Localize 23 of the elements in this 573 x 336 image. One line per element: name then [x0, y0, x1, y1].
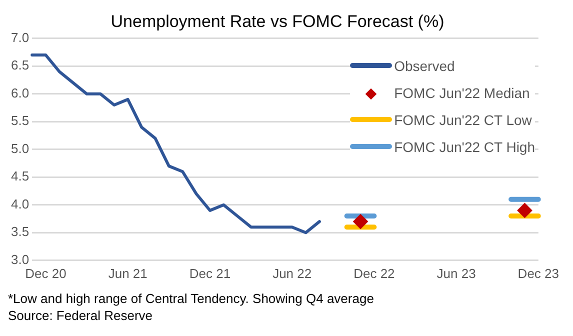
x-tick-label: Jun 23 — [436, 266, 476, 281]
y-tick-label: 7.0 — [10, 30, 30, 45]
y-tick-label: 3.5 — [10, 224, 30, 240]
text: *Low and high range of Central Tendency. Showing Q4 average — [8, 290, 375, 307]
legend-label: FOMC Jun'22 CT High — [394, 138, 535, 154]
x-tick-label: Jun 22 — [272, 266, 312, 281]
legend-label: FOMC Jun'22 CT Low — [394, 112, 532, 128]
y-tick-label: 4.0 — [10, 196, 30, 212]
y-tick-label: 6.5 — [10, 58, 30, 73]
x-tick-label: Dec 20 — [25, 266, 66, 281]
source-note: Source: Federal Reserve — [8, 307, 154, 324]
chart-title: Unemployment Rate vs FOMC Forecast (%) — [110, 12, 444, 31]
y-tick-label: 5.5 — [10, 113, 30, 128]
legend-label: FOMC Jun'22 Median — [394, 84, 530, 100]
x-tick-label: Jun 21 — [108, 266, 148, 281]
y-tick-label: 6.0 — [10, 85, 30, 100]
y-tick-label: 4.5 — [10, 168, 30, 184]
legend-label: Observed — [394, 58, 455, 74]
x-tick-label: Dec 23 — [518, 266, 560, 281]
x-tick-label: Dec 22 — [354, 266, 395, 281]
y-tick-label: 5.0 — [10, 140, 30, 156]
y-tick-label: 3.0 — [10, 252, 30, 267]
x-tick-label: Dec 21 — [189, 266, 231, 281]
